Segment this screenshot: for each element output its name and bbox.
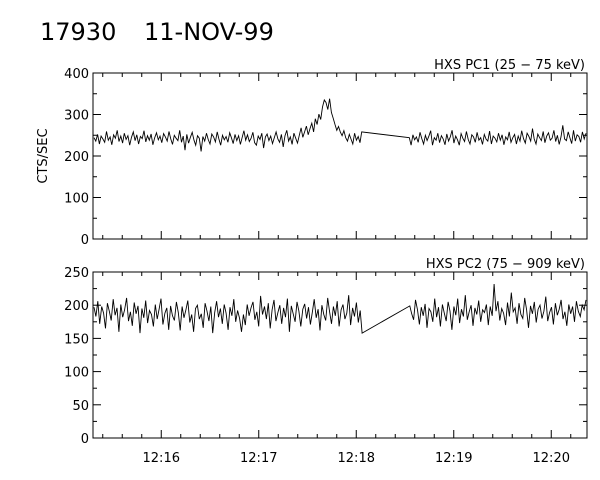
series-line-2 [93,283,587,334]
panel-title: HXS PC2 (75 − 909 keV) [426,257,585,272]
y-tick-label: 400 [64,67,89,82]
y-tick-label: 300 [64,109,89,124]
x-tick-label: 12:17 [240,451,277,466]
plot-frame [92,271,588,439]
orbit-number: 17930 [40,18,116,46]
y-tick-label: 200 [64,299,89,314]
y-tick-label: 0 [81,233,89,248]
y-tick-label: 0 [81,432,89,447]
plot-frame [92,72,588,240]
y-tick-label: 150 [64,332,89,347]
panel-1: 0 100 200 300 400 HXS PC1 (25 − 75 keV) CTS/SE… [36,58,588,248]
panels: 0 100 200 300 400 HXS PC1 (25 − 75 keV) CTS/SE… [36,58,588,466]
observation-date: 11-NOV-99 [144,18,274,46]
panel-title: HXS PC1 (25 − 75 keV) [434,58,585,73]
y-tick-label: 200 [64,150,89,165]
x-tick-label: 12:16 [143,451,180,466]
y-tick-label: 100 [64,366,89,381]
y-tick-label: 50 [72,399,89,414]
panel-2: 0 50 100 150 200 250 12:16 12:17 12:18 12:19 12:20… [64,257,588,466]
y-tick-label: 250 [64,266,89,281]
x-tick-label: 12:18 [338,451,375,466]
y-tick-label: 100 [64,192,89,207]
x-tick-label: 12:20 [533,451,570,466]
series-line-1 [93,98,587,152]
x-tick-label: 12:19 [435,451,472,466]
y-axis-label: CTS/SEC [36,128,51,183]
